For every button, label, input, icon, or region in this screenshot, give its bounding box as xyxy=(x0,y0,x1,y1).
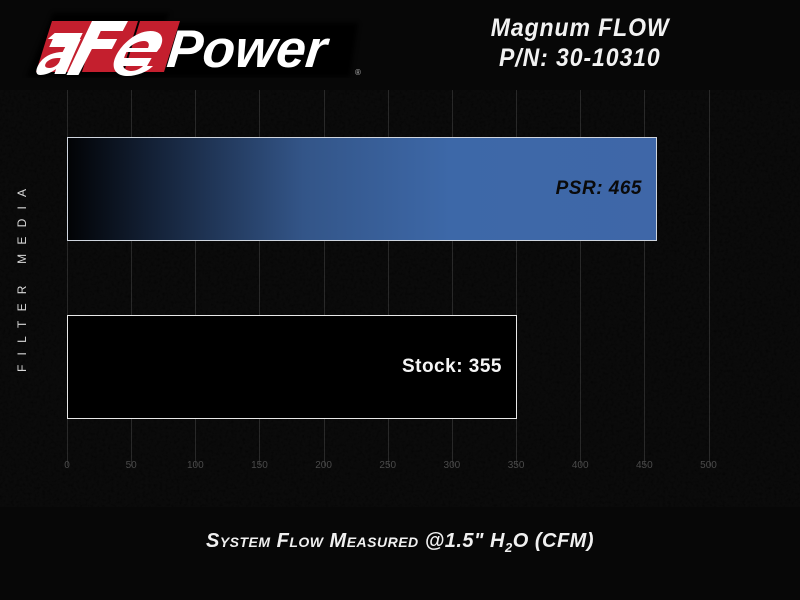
svg-text:Power: Power xyxy=(165,20,333,78)
svg-text:®: ® xyxy=(355,68,361,77)
